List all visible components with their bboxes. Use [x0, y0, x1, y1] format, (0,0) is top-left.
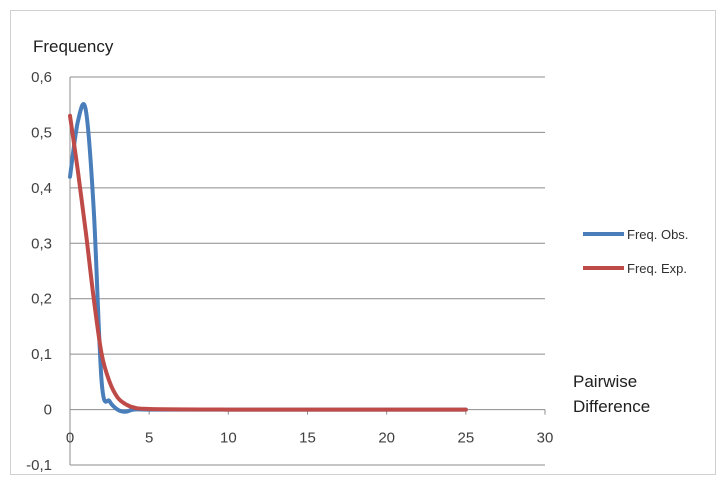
y-axis-title: Frequency [33, 37, 114, 56]
x-tick-label: 30 [537, 430, 554, 447]
legend: Freq. Obs. Freq. Exp. [583, 227, 688, 276]
x-tick-label: 15 [299, 430, 316, 447]
x-tick-label: 10 [220, 430, 237, 447]
series-layer [68, 102, 468, 414]
y-tick-label: 0 [44, 402, 52, 419]
x-tick-label: 0 [66, 430, 74, 447]
x-tick-label: 25 [457, 430, 474, 447]
legend-label-exp: Freq. Exp. [627, 261, 687, 276]
y-tick-label: 0,4 [31, 180, 52, 197]
y-tick-labels: -0,1 0 0,1 0,2 0,3 0,4 0,5 0,6 [26, 69, 52, 474]
y-tick-label: 0,6 [31, 69, 52, 86]
y-tick-label: 0,2 [31, 291, 52, 308]
x-axis-title-line-1: Pairwise [573, 372, 637, 391]
x-tick-labels: 0 5 10 15 20 25 30 [66, 430, 554, 447]
chart-frame [10, 10, 716, 475]
y-tick-label: 0,5 [31, 124, 52, 141]
x-axis-title-line-2: Difference [573, 397, 650, 416]
legend-label-obs: Freq. Obs. [627, 227, 688, 242]
y-tick-label: -0,1 [26, 457, 52, 474]
x-tick-label: 5 [145, 430, 153, 447]
y-tick-label: 0,3 [31, 235, 52, 252]
series-line-exp [68, 113, 468, 412]
series-line-obs [68, 102, 468, 414]
y-tick-label: 0,1 [31, 346, 52, 363]
x-tick-label: 20 [378, 430, 395, 447]
